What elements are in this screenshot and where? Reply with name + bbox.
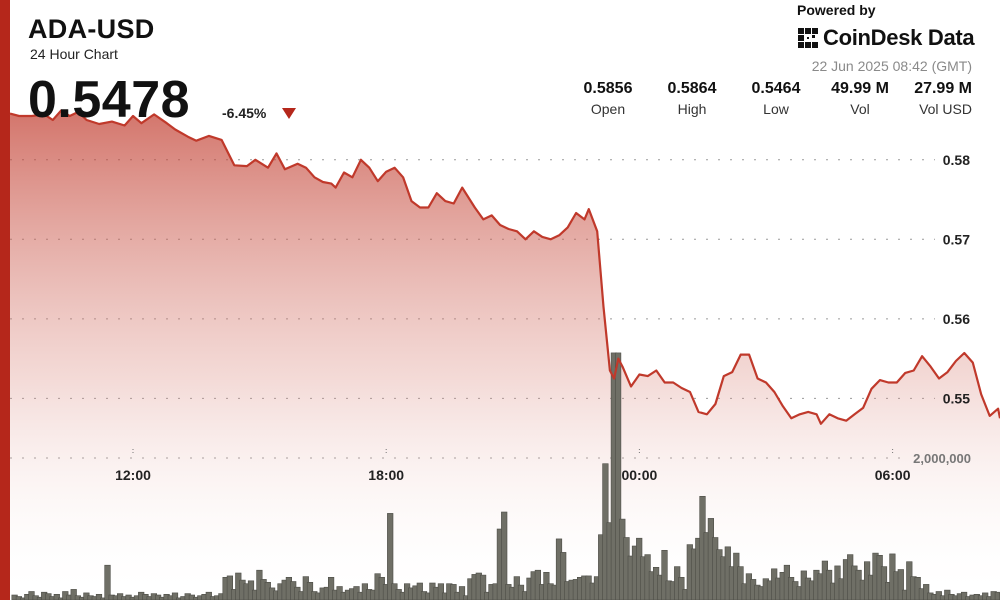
volume-bar: [923, 584, 930, 600]
y-tick-label: 0.56: [943, 311, 970, 327]
x-tick-label: 06:00: [875, 467, 911, 483]
chart-subtitle: 24 Hour Chart: [30, 46, 118, 62]
volume-bar: [70, 589, 77, 600]
stat-high: 0.5864 High: [650, 80, 734, 117]
x-tick-label: 00:00: [621, 467, 657, 483]
stat-value: 0.5864: [667, 80, 717, 97]
stat-label: High: [677, 101, 707, 117]
x-axis-ticks: 12:00 18:00 00:00 06:00: [115, 449, 911, 483]
timestamp: 22 Jun 2025 08:42 (GMT): [811, 58, 972, 74]
volume-bar: [994, 591, 1000, 600]
stat-label: Low: [763, 101, 789, 117]
volume-bar: [437, 583, 445, 600]
volume-bar: [171, 592, 179, 600]
stat-volume-usd: 27.99 M Vol USD: [902, 80, 972, 117]
stat-value: 49.99 M: [831, 80, 889, 97]
asset-symbol: ADA-USD: [28, 14, 155, 44]
stats-row: 0.5856 Open 0.5864 High 0.5464 Low 49.99…: [566, 80, 972, 117]
y-tick-label: 0.55: [943, 390, 970, 406]
stat-value: 0.5464: [751, 80, 801, 97]
stat-value: 27.99 M: [914, 80, 972, 97]
brand-logo-link[interactable]: CoinDesk Data: [797, 25, 975, 51]
price-area-fill: [10, 110, 1000, 600]
coindesk-logo-icon: [798, 28, 818, 48]
volume-bar: [226, 575, 234, 600]
volume-axis-label: 2,000,000: [913, 451, 971, 466]
y-axis-ticks: 0.55 0.56 0.57 0.58 2,000,000: [913, 152, 971, 466]
stat-low: 0.5464 Low: [734, 80, 818, 117]
current-price: 0.5478: [28, 71, 191, 129]
y-tick-label: 0.57: [943, 231, 970, 247]
volume-bar: [897, 569, 904, 600]
stat-label: Open: [590, 101, 626, 117]
powered-by-label: Powered by: [797, 2, 876, 18]
down-arrow-icon: [282, 108, 296, 119]
y-tick-label: 0.58: [943, 152, 970, 168]
price-line-group: [9, 109, 1000, 425]
stat-label: Vol: [850, 101, 870, 117]
stat-volume: 49.99 M Vol: [818, 80, 902, 117]
volume-bar: [205, 591, 212, 600]
stat-value: 0.5856: [583, 80, 633, 97]
accent-bar: [0, 0, 10, 600]
stat-open: 0.5856 Open: [566, 80, 650, 117]
volume-bar: [501, 511, 508, 600]
x-tick-label: 12:00: [115, 467, 151, 483]
volume-bar: [560, 552, 567, 600]
brand-name: CoinDesk Data: [823, 25, 975, 50]
volume-bar: [104, 564, 111, 600]
price-line: [9, 109, 1000, 425]
volume-bar: [387, 513, 394, 600]
volume-bar: [458, 586, 466, 600]
volume-bar: [614, 352, 622, 600]
volume-bars: [11, 352, 1000, 600]
x-tick-label: 18:00: [368, 467, 404, 483]
price-area: [10, 110, 1000, 600]
volume-bar: [960, 591, 968, 600]
stat-label: Vol USD: [919, 101, 972, 117]
price-change: -6.45%: [222, 105, 267, 121]
